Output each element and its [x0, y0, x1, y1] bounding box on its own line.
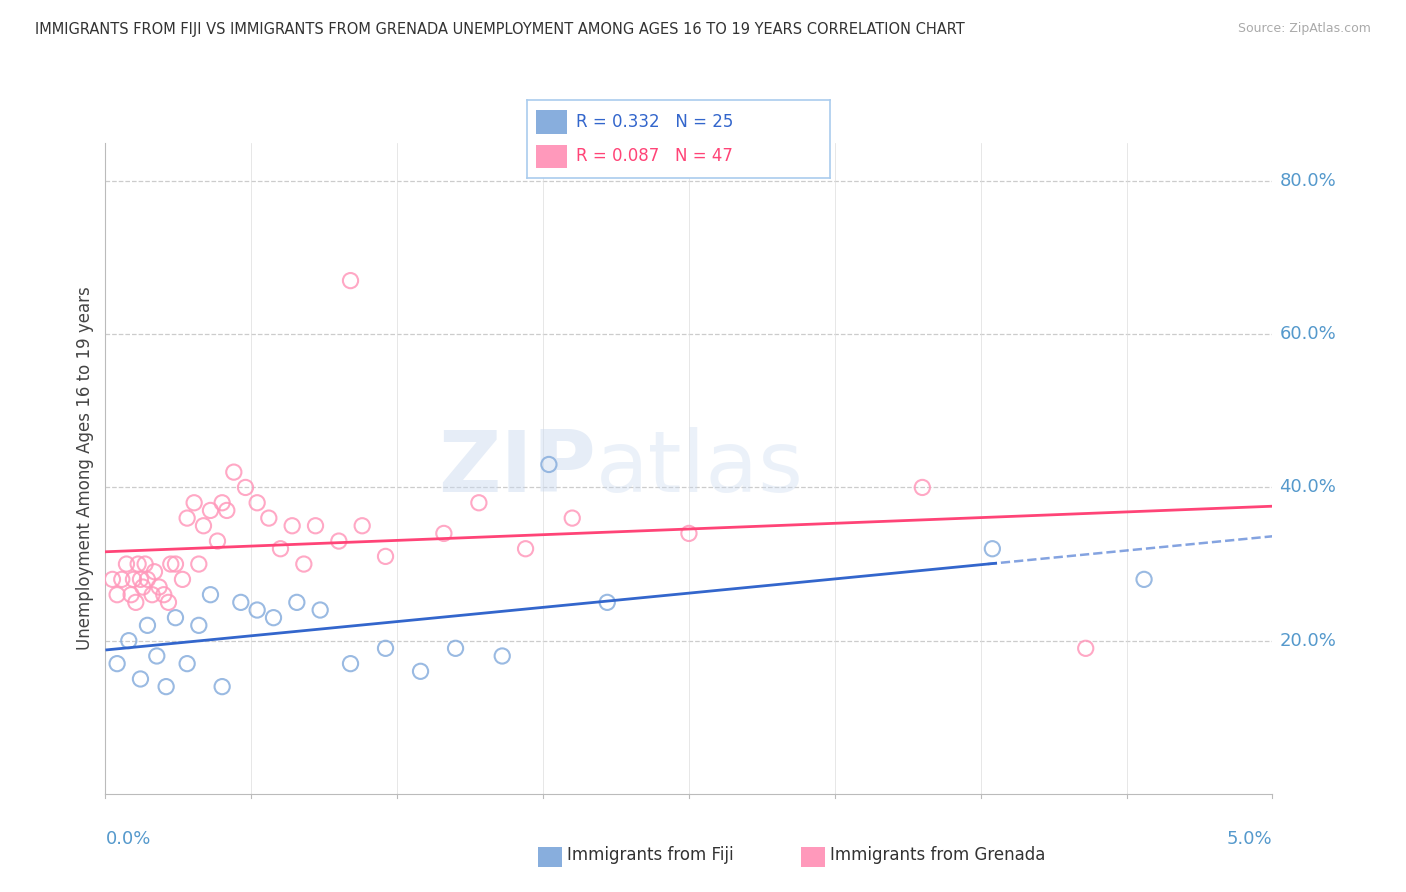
Point	[148, 580, 170, 594]
Point	[468, 496, 491, 510]
Point	[183, 496, 205, 510]
Point	[678, 526, 700, 541]
Point	[257, 511, 280, 525]
Point	[120, 588, 142, 602]
Point	[981, 541, 1004, 556]
Point	[200, 503, 222, 517]
Point	[105, 588, 128, 602]
Text: 80.0%: 80.0%	[1279, 172, 1336, 190]
Point	[134, 557, 156, 571]
Text: IMMIGRANTS FROM FIJI VS IMMIGRANTS FROM GRENADA UNEMPLOYMENT AMONG AGES 16 TO 19: IMMIGRANTS FROM FIJI VS IMMIGRANTS FROM …	[35, 22, 965, 37]
Bar	[536, 110, 567, 134]
Point	[101, 573, 124, 587]
Point	[263, 610, 285, 624]
Point	[515, 541, 537, 556]
Point	[132, 580, 155, 594]
Point	[176, 511, 198, 525]
Text: Immigrants from Grenada: Immigrants from Grenada	[830, 846, 1045, 863]
Point	[211, 680, 233, 694]
Point	[155, 680, 177, 694]
Point	[152, 588, 174, 602]
Point	[129, 573, 152, 587]
Point	[127, 557, 149, 571]
Point	[409, 665, 432, 679]
Point	[187, 618, 209, 632]
Point	[211, 496, 233, 510]
Point	[328, 534, 350, 549]
Y-axis label: Unemployment Among Ages 16 to 19 years: Unemployment Among Ages 16 to 19 years	[76, 286, 94, 650]
Point	[246, 496, 269, 510]
Point	[118, 633, 141, 648]
Text: R = 0.087   N = 47: R = 0.087 N = 47	[575, 147, 733, 165]
Point	[143, 565, 166, 579]
Point	[433, 526, 456, 541]
Point	[339, 657, 361, 671]
Point	[200, 588, 222, 602]
Text: R = 0.332   N = 25: R = 0.332 N = 25	[575, 113, 733, 131]
Point	[122, 573, 145, 587]
Bar	[536, 145, 567, 169]
Text: 40.0%: 40.0%	[1279, 478, 1336, 497]
Point	[1074, 641, 1097, 656]
Point	[596, 595, 619, 609]
Point	[304, 518, 326, 533]
Point	[141, 588, 163, 602]
Point	[115, 557, 138, 571]
Text: atlas: atlas	[596, 426, 804, 510]
Point	[339, 274, 361, 288]
Text: 60.0%: 60.0%	[1279, 326, 1336, 343]
Point	[292, 557, 315, 571]
Point	[193, 518, 215, 533]
Point	[176, 657, 198, 671]
Point	[537, 458, 560, 472]
Point	[309, 603, 332, 617]
Point	[246, 603, 269, 617]
Point	[352, 518, 374, 533]
Point	[172, 573, 194, 587]
Point	[136, 573, 159, 587]
Point	[157, 595, 180, 609]
Point	[444, 641, 467, 656]
Point	[911, 480, 934, 494]
Point	[1133, 573, 1156, 587]
Point	[222, 465, 245, 479]
Point	[374, 549, 396, 564]
Point	[111, 573, 134, 587]
Point	[285, 595, 308, 609]
Point	[165, 557, 187, 571]
Point	[105, 657, 128, 671]
Point	[561, 511, 583, 525]
Text: Source: ZipAtlas.com: Source: ZipAtlas.com	[1237, 22, 1371, 36]
Point	[129, 672, 152, 686]
Text: 0.0%: 0.0%	[105, 830, 150, 847]
Point	[281, 518, 304, 533]
Point	[165, 610, 187, 624]
Text: 20.0%: 20.0%	[1279, 632, 1336, 649]
Text: Immigrants from Fiji: Immigrants from Fiji	[567, 846, 734, 863]
Point	[215, 503, 238, 517]
Point	[269, 541, 292, 556]
Point	[229, 595, 252, 609]
Point	[125, 595, 148, 609]
Point	[374, 641, 396, 656]
Text: 5.0%: 5.0%	[1227, 830, 1272, 847]
Point	[146, 648, 169, 663]
Text: ZIP: ZIP	[437, 426, 596, 510]
Point	[136, 618, 159, 632]
Point	[187, 557, 209, 571]
Point	[235, 480, 257, 494]
Point	[159, 557, 181, 571]
Point	[207, 534, 229, 549]
Point	[491, 648, 513, 663]
